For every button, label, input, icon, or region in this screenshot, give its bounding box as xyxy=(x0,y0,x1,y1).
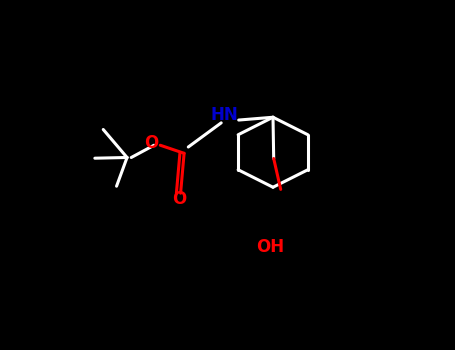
Text: HN: HN xyxy=(210,106,238,124)
Text: O: O xyxy=(144,134,158,152)
Text: O: O xyxy=(172,190,187,208)
Text: OH: OH xyxy=(256,238,284,257)
